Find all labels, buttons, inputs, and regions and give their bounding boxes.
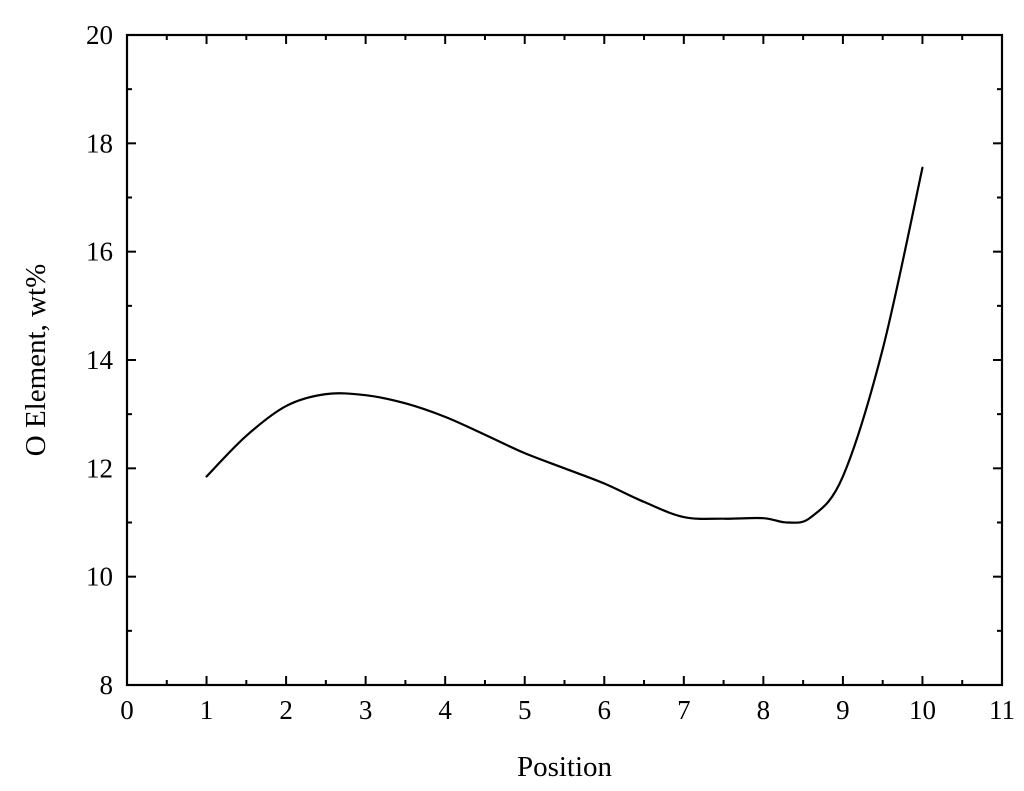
x-tick-label: 1	[200, 695, 214, 725]
x-tick-label: 6	[598, 695, 612, 725]
y-tick-label: 20	[86, 20, 113, 50]
y-tick-label: 16	[86, 237, 113, 267]
x-tick-label: 7	[677, 695, 691, 725]
x-tick-label: 3	[359, 695, 373, 725]
plot-frame	[125, 33, 1004, 687]
x-tick-label: 8	[757, 695, 771, 725]
x-tick-label: 11	[989, 695, 1015, 725]
x-axis-title: Position	[517, 751, 613, 783]
x-tick-label: 9	[836, 695, 850, 725]
series-line	[205, 166, 924, 524]
x-tick-label: 2	[279, 695, 293, 725]
x-tick-label: 5	[518, 695, 532, 725]
x-tick-label: 4	[438, 695, 452, 725]
y-tick-label: 12	[86, 453, 113, 483]
x-tick-label: 0	[120, 695, 134, 725]
y-tick-label: 14	[86, 345, 114, 375]
x-tick-label: 10	[909, 695, 936, 725]
y-tick-label: 18	[86, 128, 113, 158]
axis-ticks	[126, 34, 1003, 686]
y-axis-title: O Element, wt%	[20, 264, 52, 456]
series-layer	[205, 166, 924, 524]
y-tick-label: 10	[86, 562, 113, 592]
y-tick-label: 8	[100, 670, 114, 700]
